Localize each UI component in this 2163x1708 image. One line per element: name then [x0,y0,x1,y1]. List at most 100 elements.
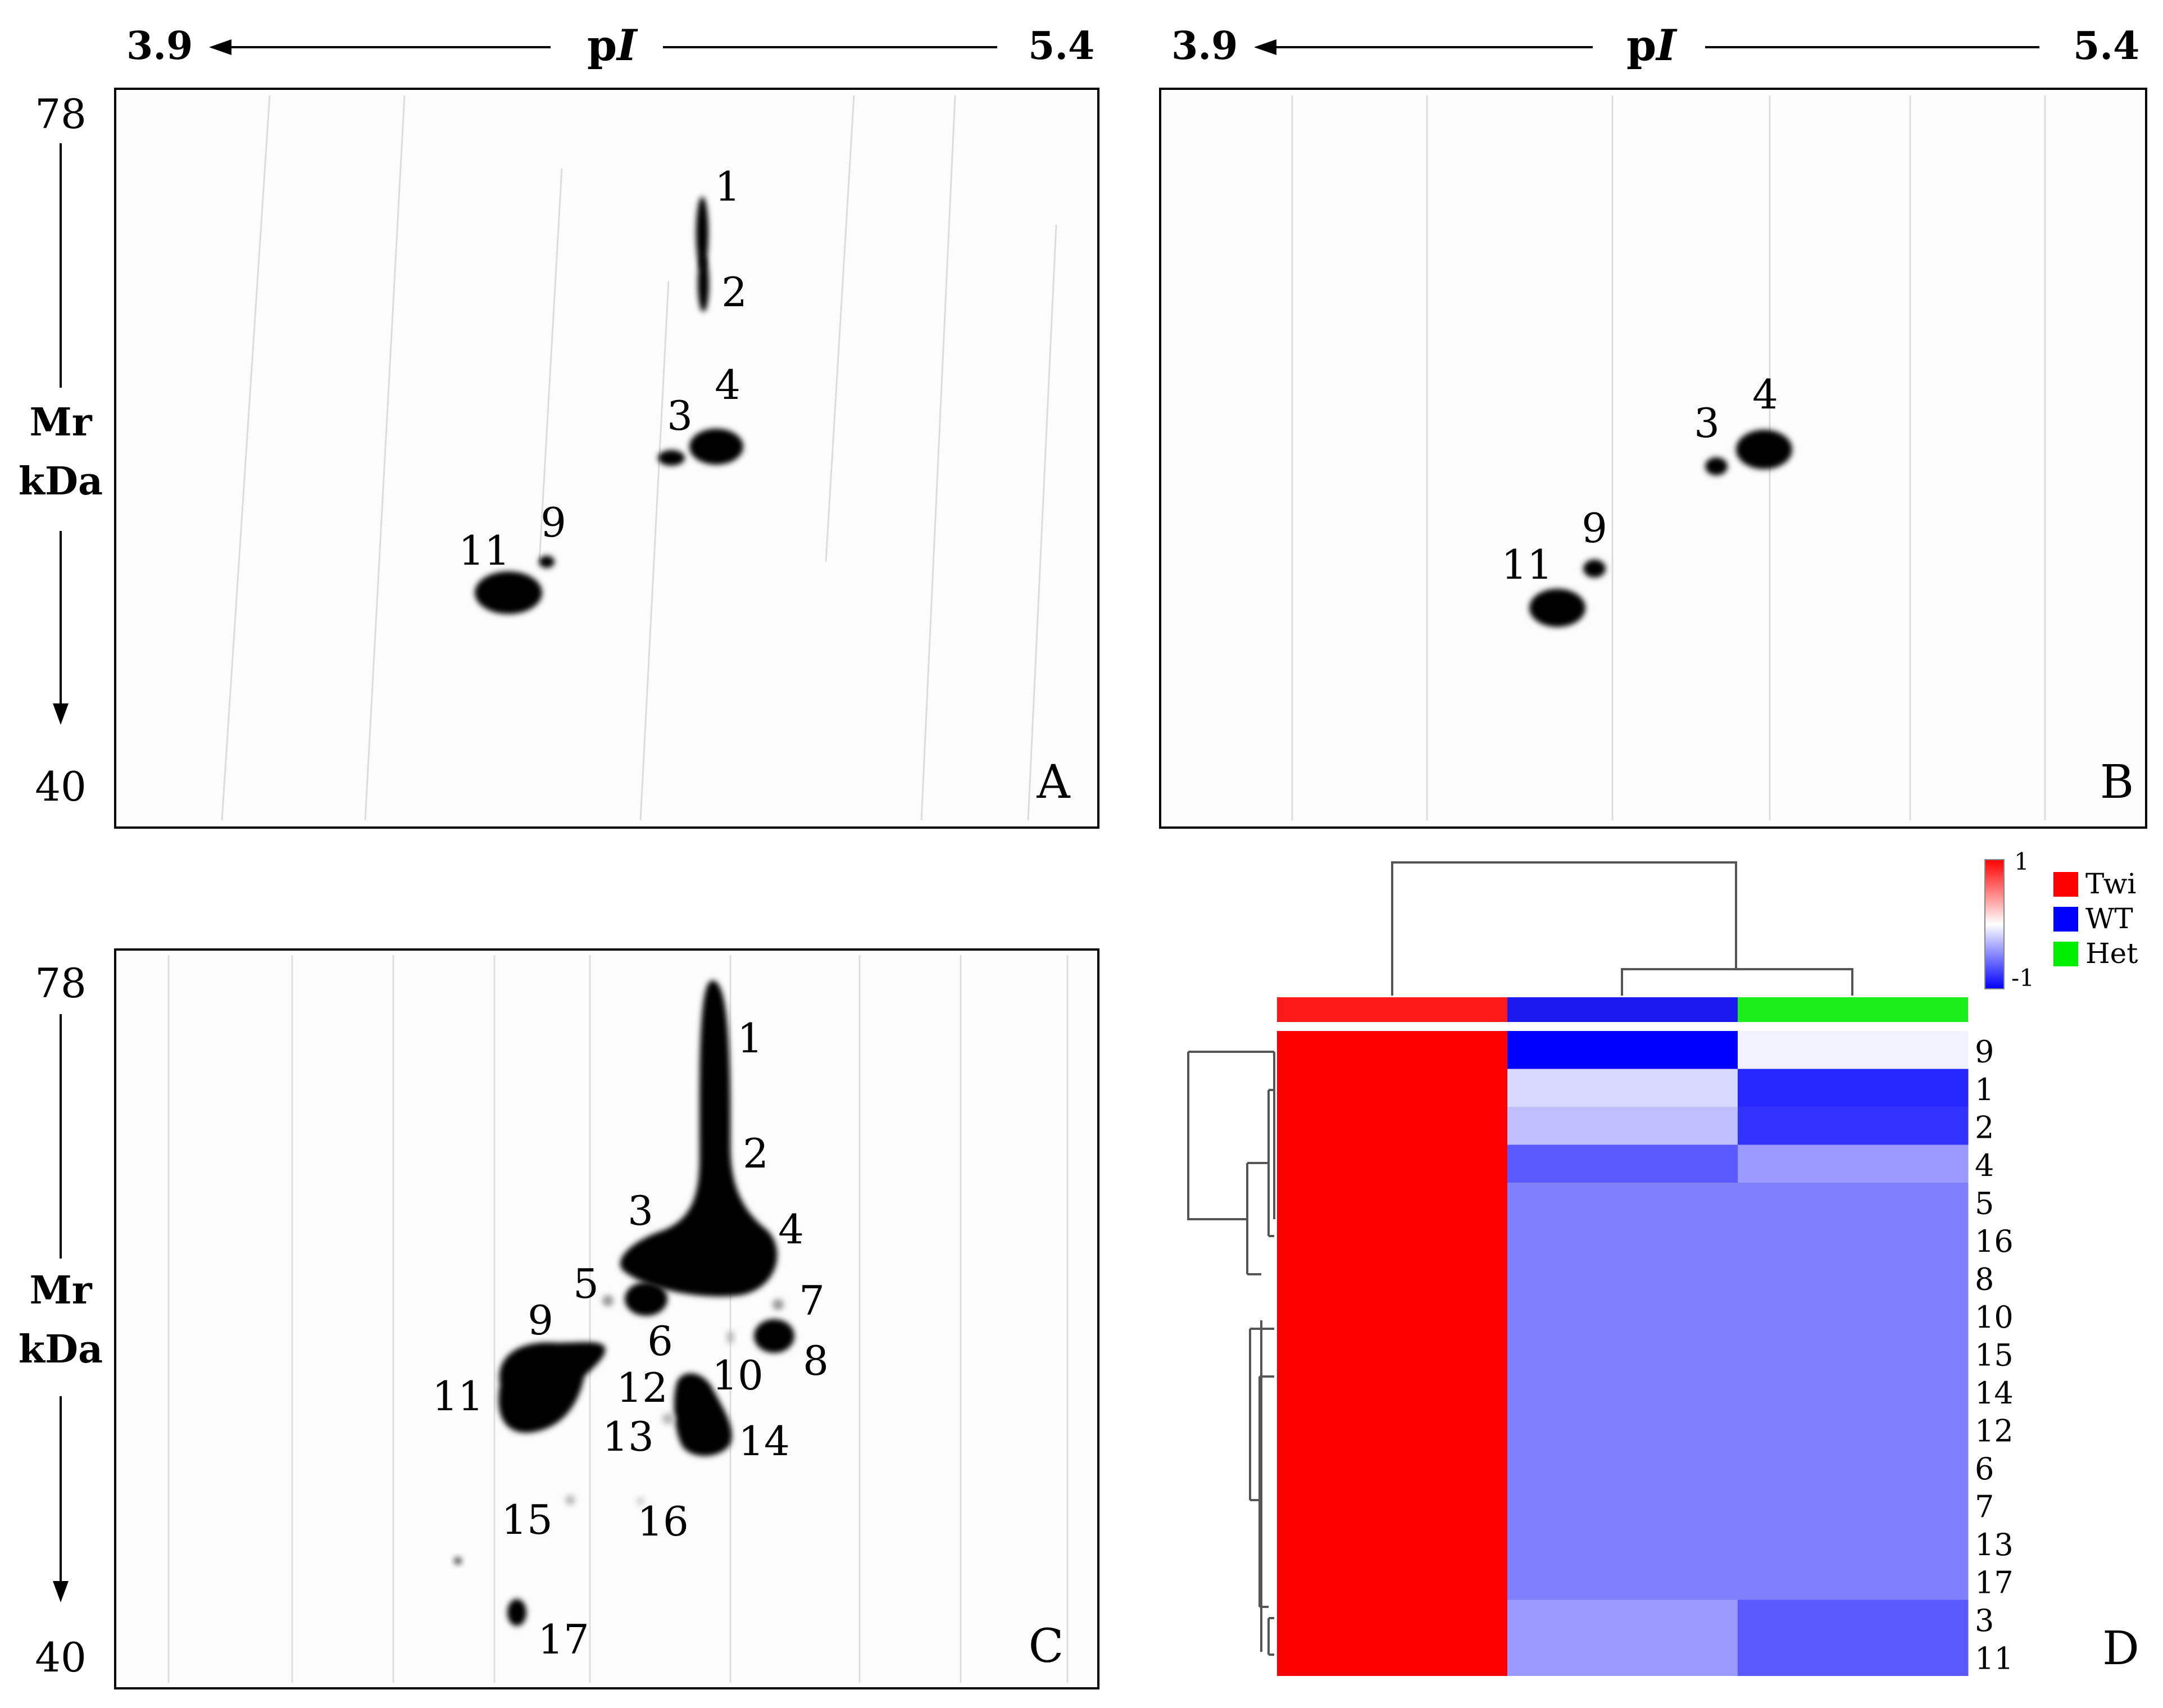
spot-label: 8 [803,1337,829,1384]
mr-axis-bottom: 78 Mr kDa 40 [19,960,103,1681]
heatmap-cell [1738,1259,1969,1297]
heatmap-cell [1507,1486,1738,1524]
protein-spot [1705,457,1728,475]
heatmap-cell [1507,1107,1738,1145]
spot-label: 11 [458,527,510,574]
spot-label: 14 [738,1418,790,1465]
spot-label: 16 [637,1498,689,1545]
heatmap-cell [1507,1069,1738,1107]
protein-spot [772,1299,784,1310]
heatmap-cell [1738,1638,1969,1676]
pi-max-label: 5.4 [1028,24,1094,69]
heatmap-cell [1738,1183,1969,1221]
panel-letter: D [2102,1622,2139,1675]
spot-label: 15 [501,1496,553,1543]
heatmap-cell [1277,1562,1508,1600]
scale-max-label: 1 [2014,848,2029,875]
protein-spot [662,1413,675,1424]
legend-swatch-twi [2053,872,2078,897]
panel-letter: B [2100,756,2134,809]
heatmap-cell [1507,1600,1738,1638]
spot-label: 1 [715,163,740,210]
spot-label: 11 [1501,541,1553,588]
heatmap-cell [1507,1562,1738,1600]
heatmap-row-label: 13 [1975,1527,2014,1562]
group-bar-twi [1277,997,1507,1022]
pi-axis-left: 3.9 pI 5.4 [126,20,1094,70]
heatmap-cell [1507,1183,1738,1221]
heatmap-cell [1507,1334,1738,1373]
heatmap-row-label: 9 [1975,1034,1994,1069]
gel-panel-c: 1 2 3 4 5 6 7 8 9 10 11 12 13 14 15 16 1… [114,948,1099,1689]
spot-label: 3 [1694,399,1720,447]
heatmap-cell [1277,1372,1508,1411]
heatmap-cell [1277,1486,1508,1524]
legend-label: Het [2085,937,2138,970]
pi-min-label: 3.9 [126,24,193,69]
column-dendrogram [1391,861,1853,996]
spot-label: 4 [715,361,740,408]
heatmap-cell [1507,1524,1738,1562]
heatmap-row-label: 8 [1975,1261,1994,1297]
protein-spot [1529,589,1585,627]
spot-label: 6 [647,1318,673,1365]
protein-spot [507,1599,526,1626]
protein-spot [696,197,708,270]
heatmap-row-label: 6 [1975,1451,1994,1487]
protein-spot [475,571,542,614]
spot-label: 9 [1582,505,1607,552]
mr-max-label-c: 78 [35,960,87,1007]
heatmap-row-label: 10 [1975,1300,2014,1335]
protein-spot [602,1295,614,1306]
spot-label: 4 [778,1206,804,1253]
pi-axis-title: pI [587,20,638,70]
heatmap-cell [1277,1410,1508,1448]
spot-label: 5 [573,1260,599,1307]
heatmap-cell [1277,1144,1508,1183]
heatmap-cell [1738,1562,1969,1600]
protein-spot [454,1557,462,1565]
pi-max-label-2: 5.4 [2073,24,2139,69]
mr-min-label-c: 40 [35,1634,87,1681]
heatmap-row-label: 15 [1975,1337,2014,1373]
arrow-down-icon [53,1581,69,1602]
heatmap-row-label: 16 [1975,1224,2014,1259]
protein-spot [674,1373,732,1456]
heatmap-cell [1738,1372,1969,1411]
heatmap-cell [1738,1296,1969,1335]
heatmap-cell [1738,1069,1969,1107]
heatmap-cell [1738,1448,1969,1487]
spot-label: 17 [538,1616,589,1663]
kda-label: kDa [19,459,103,504]
protein-spot [565,1495,575,1505]
heatmap-cell [1277,1296,1508,1335]
spot-label: 11 [432,1373,484,1420]
heatmap-row-label: 14 [1975,1375,2014,1411]
heatmap-cell [1738,1031,1969,1069]
pi-min-label-2: 3.9 [1171,24,1238,69]
protein-spot [658,450,685,466]
heatmap-cell [1277,1524,1508,1562]
heatmap-cell [1507,1296,1738,1335]
spot-label: 10 [712,1352,764,1399]
heatmap-cells [1277,1031,1969,1676]
protein-spot [689,429,743,465]
protein-spot [1736,430,1792,469]
heatmap-cell [1738,1334,1969,1373]
heatmap-cell [1738,1410,1969,1448]
heatmap-row-label: 1 [1975,1072,1994,1107]
protein-spot [637,1497,644,1505]
heatmap-cell [1277,1638,1508,1676]
heatmap-cell [1277,1334,1508,1373]
spot-label: 3 [628,1187,653,1234]
protein-spot [625,1282,667,1316]
row-dendrogram-links [1187,1051,1274,1656]
group-bar-wt [1507,997,1738,1022]
heatmap-cell [1277,1220,1508,1259]
heatmap-row-label: 7 [1975,1489,1994,1524]
protein-spot [620,980,778,1297]
